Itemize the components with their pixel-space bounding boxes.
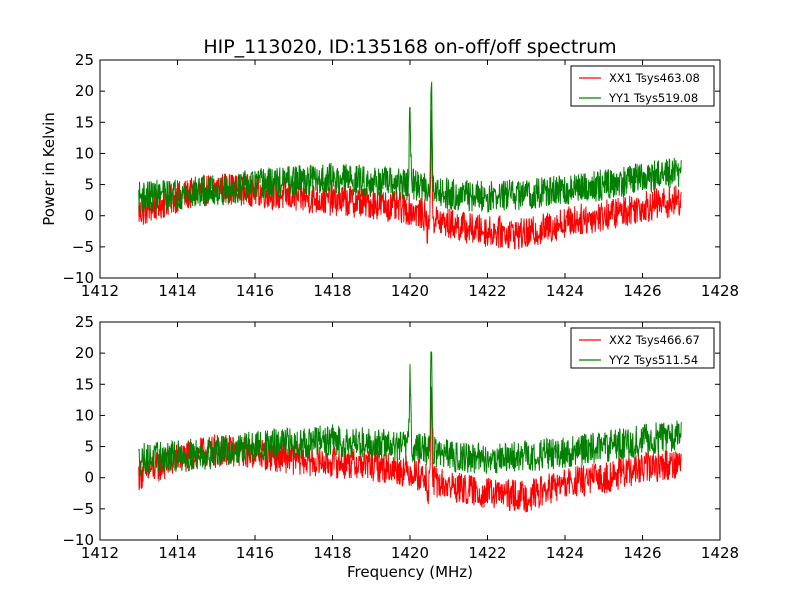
legend-label: YY2 Tsys511.54	[608, 353, 698, 367]
legend-label: XX1 Tsys463.08	[609, 71, 700, 85]
x-tick-label: 1422	[468, 282, 506, 300]
y-tick-label: 25	[75, 313, 94, 331]
chart-title: HIP_113020, ID:135168 on-off/off spectru…	[203, 36, 616, 58]
legend: XX1 Tsys463.08 YY1 Tsys519.08	[570, 65, 715, 107]
x-tick-label: 1416	[236, 544, 274, 562]
legend-box	[570, 327, 715, 369]
y-tick-label: 15	[75, 113, 94, 131]
x-tick-label: 1412	[81, 282, 119, 300]
x-tick-label: 1424	[546, 282, 584, 300]
x-tick-label: 1412	[81, 544, 119, 562]
y-tick-label: 5	[84, 438, 94, 456]
x-tick-label: 1426	[623, 282, 661, 300]
series-line-yy1	[138, 81, 682, 213]
legend-box	[570, 65, 715, 107]
x-tick-label: 1424	[546, 544, 584, 562]
y-tick-label: 0	[84, 207, 94, 225]
x-tick-label: 1422	[468, 544, 506, 562]
series-group	[138, 350, 682, 513]
legend-label: YY1 Tsys519.08	[608, 91, 698, 105]
x-tick-label: 1428	[701, 282, 739, 300]
x-tick-label: 1416	[236, 282, 274, 300]
y-tick-label: −5	[72, 500, 94, 518]
x-tick-label: 1418	[313, 544, 351, 562]
y-tick-label: 10	[75, 144, 94, 162]
series-group	[138, 81, 682, 250]
y-tick-label: 0	[84, 469, 94, 487]
y-axis-label: Power in Kelvin	[40, 112, 58, 226]
legend-label: XX2 Tsys466.67	[609, 333, 700, 347]
plot-panel-2: 1412 1414 1416 1418 1420 1422 1424 1426 1428 −10 −…	[62, 313, 739, 562]
series-line-yy2	[138, 350, 682, 475]
legend: XX2 Tsys466.67 YY2 Tsys511.54	[570, 327, 715, 369]
y-tick-label: −10	[62, 531, 94, 549]
x-tick-label: 1414	[158, 544, 196, 562]
x-tick-label: 1418	[313, 282, 351, 300]
y-tick-label: 15	[75, 375, 94, 393]
x-tick-label: 1414	[158, 282, 196, 300]
y-tick-label: −5	[72, 238, 94, 256]
y-tick-label: 20	[75, 82, 94, 100]
x-tick-label: 1420	[391, 282, 429, 300]
y-tick-label: −10	[62, 269, 94, 287]
x-tick-label: 1420	[391, 544, 429, 562]
x-tick-label: 1426	[623, 544, 661, 562]
y-tick-label: 10	[75, 406, 94, 424]
plot-panel-1: 1412 1414 1416 1418 1420 1422 1424 1426 1428 −10 −…	[62, 51, 739, 300]
y-tick-label: 5	[84, 176, 94, 194]
y-tick-label: 20	[75, 344, 94, 362]
y-tick-label: 25	[75, 51, 94, 69]
x-axis-label: Frequency (MHz)	[347, 563, 473, 581]
x-tick-label: 1428	[701, 544, 739, 562]
